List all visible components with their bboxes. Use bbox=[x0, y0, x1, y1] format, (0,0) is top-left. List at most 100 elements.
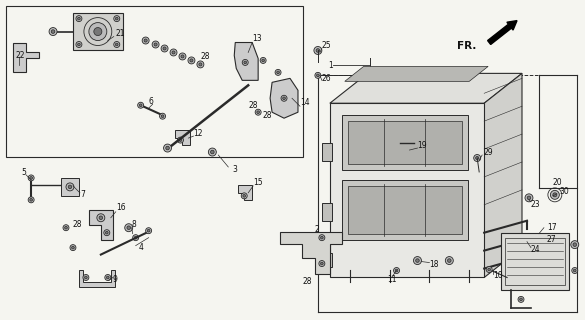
Polygon shape bbox=[61, 178, 79, 196]
Circle shape bbox=[160, 113, 166, 119]
Bar bbox=[347, 121, 462, 164]
Bar bbox=[347, 186, 462, 234]
Circle shape bbox=[147, 229, 150, 232]
Circle shape bbox=[445, 257, 453, 265]
Polygon shape bbox=[330, 103, 484, 277]
Circle shape bbox=[115, 43, 118, 46]
Circle shape bbox=[144, 39, 147, 42]
Circle shape bbox=[199, 63, 202, 66]
Text: 24: 24 bbox=[531, 245, 541, 254]
Circle shape bbox=[394, 268, 400, 274]
Circle shape bbox=[51, 30, 55, 33]
Circle shape bbox=[71, 246, 74, 249]
Circle shape bbox=[30, 198, 33, 201]
Bar bbox=[322, 203, 332, 221]
Text: 28: 28 bbox=[201, 52, 210, 61]
Text: 25: 25 bbox=[322, 41, 332, 50]
Circle shape bbox=[257, 111, 260, 114]
Bar bbox=[501, 233, 569, 291]
Polygon shape bbox=[79, 269, 115, 287]
Circle shape bbox=[163, 47, 166, 50]
Circle shape bbox=[28, 197, 34, 203]
Circle shape bbox=[395, 269, 398, 272]
Circle shape bbox=[28, 175, 34, 181]
Circle shape bbox=[94, 28, 102, 36]
Text: 14: 14 bbox=[300, 98, 309, 107]
Circle shape bbox=[197, 61, 204, 68]
Circle shape bbox=[177, 137, 184, 143]
Polygon shape bbox=[330, 73, 522, 103]
Text: 8: 8 bbox=[132, 220, 136, 229]
Circle shape bbox=[70, 244, 76, 251]
Bar bbox=[73, 13, 123, 51]
Circle shape bbox=[133, 235, 139, 241]
Polygon shape bbox=[484, 73, 522, 277]
Text: 22: 22 bbox=[15, 51, 25, 60]
Circle shape bbox=[319, 260, 325, 267]
Circle shape bbox=[63, 225, 69, 231]
Circle shape bbox=[476, 156, 479, 160]
Circle shape bbox=[49, 28, 57, 36]
Bar bbox=[322, 252, 332, 267]
Text: 16: 16 bbox=[116, 203, 125, 212]
Circle shape bbox=[161, 115, 164, 117]
Polygon shape bbox=[174, 130, 191, 145]
Circle shape bbox=[66, 183, 74, 191]
Circle shape bbox=[152, 41, 159, 48]
Text: 10: 10 bbox=[493, 271, 503, 280]
Circle shape bbox=[261, 59, 264, 62]
Circle shape bbox=[97, 214, 105, 222]
Circle shape bbox=[573, 269, 576, 272]
Circle shape bbox=[553, 193, 557, 197]
Text: 9: 9 bbox=[113, 275, 118, 284]
Circle shape bbox=[172, 51, 175, 54]
Text: 23: 23 bbox=[531, 200, 541, 209]
Circle shape bbox=[85, 276, 87, 279]
Text: 3: 3 bbox=[232, 165, 237, 174]
Circle shape bbox=[125, 224, 133, 232]
FancyArrow shape bbox=[488, 20, 517, 44]
Circle shape bbox=[104, 230, 110, 236]
Bar bbox=[6, 6, 303, 157]
Circle shape bbox=[105, 231, 108, 234]
Circle shape bbox=[135, 236, 137, 239]
Bar bbox=[505, 238, 565, 285]
Text: 4: 4 bbox=[139, 243, 143, 252]
Circle shape bbox=[115, 17, 118, 20]
Circle shape bbox=[179, 53, 186, 60]
Text: 2: 2 bbox=[315, 225, 319, 234]
Bar bbox=[322, 143, 332, 161]
Circle shape bbox=[275, 69, 281, 76]
Text: 29: 29 bbox=[483, 148, 493, 156]
Circle shape bbox=[78, 17, 80, 20]
Text: 28: 28 bbox=[262, 111, 271, 120]
Circle shape bbox=[208, 148, 216, 156]
Circle shape bbox=[242, 60, 248, 65]
Text: 5: 5 bbox=[21, 168, 26, 178]
Circle shape bbox=[241, 193, 247, 199]
Circle shape bbox=[277, 71, 280, 74]
Polygon shape bbox=[270, 78, 298, 118]
Circle shape bbox=[283, 97, 285, 100]
Circle shape bbox=[321, 236, 324, 239]
Text: 11: 11 bbox=[388, 275, 397, 284]
Circle shape bbox=[572, 268, 578, 274]
Text: 6: 6 bbox=[149, 97, 153, 106]
Circle shape bbox=[211, 150, 214, 154]
Circle shape bbox=[550, 190, 559, 199]
Text: 18: 18 bbox=[429, 260, 439, 269]
Circle shape bbox=[127, 226, 130, 229]
Text: FR.: FR. bbox=[457, 42, 476, 52]
Circle shape bbox=[474, 155, 481, 162]
Circle shape bbox=[78, 43, 80, 46]
Circle shape bbox=[179, 139, 182, 141]
Circle shape bbox=[519, 298, 522, 301]
Circle shape bbox=[571, 241, 579, 249]
Polygon shape bbox=[238, 185, 252, 200]
Circle shape bbox=[99, 216, 102, 220]
Text: 1: 1 bbox=[328, 61, 333, 70]
Circle shape bbox=[321, 262, 324, 265]
Circle shape bbox=[76, 16, 82, 22]
Circle shape bbox=[137, 102, 144, 108]
Text: 28: 28 bbox=[73, 220, 82, 229]
